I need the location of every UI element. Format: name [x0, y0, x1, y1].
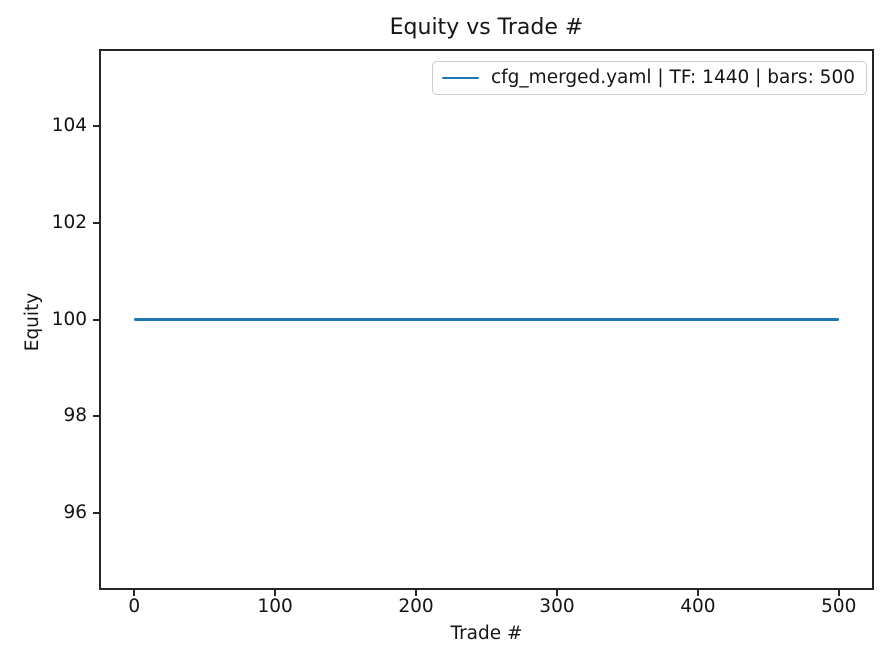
- x-tick-mark: [837, 590, 840, 596]
- x-tick-label: 0: [128, 596, 141, 617]
- y-tick-label: 102: [51, 211, 87, 233]
- y-tick-mark: [93, 125, 99, 128]
- x-tick-label: 500: [821, 596, 857, 617]
- y-tick-mark: [93, 415, 99, 418]
- legend-label: cfg_merged.yaml | TF: 1440 | bars: 500: [491, 67, 855, 88]
- y-tick-label: 100: [51, 308, 87, 330]
- x-tick-mark: [274, 590, 277, 596]
- x-axis-label: Trade #: [450, 623, 523, 644]
- x-tick-label: 300: [539, 596, 575, 617]
- legend: cfg_merged.yaml | TF: 1440 | bars: 500: [432, 61, 867, 95]
- x-tick-mark: [133, 590, 136, 596]
- y-tick-label: 98: [63, 405, 87, 427]
- y-tick-mark: [93, 318, 99, 321]
- x-tick-mark: [415, 590, 418, 596]
- x-tick-label: 100: [257, 596, 293, 617]
- x-tick-mark: [696, 590, 699, 596]
- y-tick-label: 96: [63, 501, 87, 523]
- x-tick-mark: [555, 590, 558, 596]
- equity-line: [134, 318, 839, 321]
- x-tick-label: 400: [680, 596, 716, 617]
- y-tick-mark: [93, 221, 99, 224]
- legend-line-sample-icon: [442, 76, 479, 80]
- x-tick-label: 200: [398, 596, 434, 617]
- y-axis-label: Equity: [22, 292, 43, 352]
- y-tick-mark: [93, 511, 99, 514]
- y-tick-label: 104: [51, 115, 87, 137]
- chart-title: Equity vs Trade #: [389, 15, 584, 40]
